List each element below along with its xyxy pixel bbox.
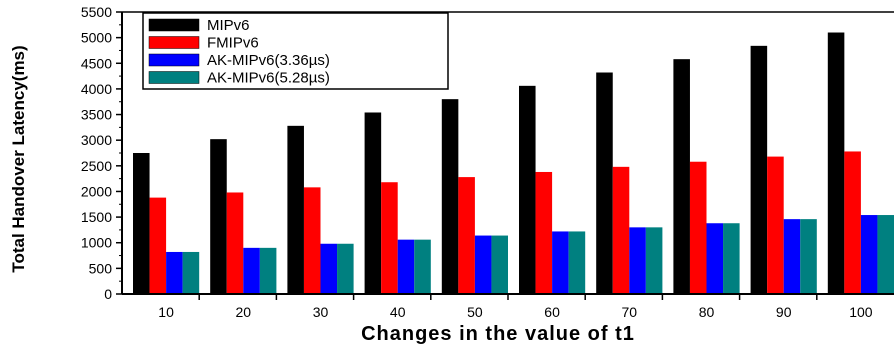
legend-label-4: AK-MIPv6(5.28µs) [207,70,330,87]
bar-3-80 [706,223,724,294]
bar-1-50 [441,99,459,294]
x-tick-label-80: 80 [699,304,715,320]
bar-3-100 [860,215,878,294]
y-tick-label-3500: 3500 [81,107,112,123]
bar-1-100 [827,32,845,294]
bar-4-30 [337,243,354,294]
y-tick-label-3000: 3000 [81,132,112,148]
bar-3-90 [783,219,801,294]
y-tick-label-500: 500 [89,260,113,276]
x-tick-label-100: 100 [849,304,873,320]
legend-label-3: AK-MIPv6(3.36µs) [207,52,330,69]
y-tick-label-4000: 4000 [81,81,112,97]
x-tick-label-60: 60 [544,304,560,320]
y-tick-label-5500: 5500 [81,4,112,20]
bar-1-20 [210,139,227,294]
bar-3-40 [397,239,415,294]
bar-1-60 [519,85,536,294]
bar-3-70 [629,227,646,294]
bar-1-40 [364,112,382,295]
x-tick-label-20: 20 [236,304,252,320]
legend-swatch-3 [148,53,200,67]
bar-2-70 [612,166,630,294]
ticks-group: 0 500 1000 1500 2000 2500 3000 3500 4000 4500 5000… [81,4,873,320]
bar-3-50 [474,235,492,294]
x-axis-title: Changes in the value of t1 [361,323,635,345]
bar-4-90 [800,219,817,294]
y-tick-label-5000: 5000 [81,30,112,46]
bar-1-10 [133,153,150,294]
bar-4-50 [491,235,508,294]
legend-label-1: MIPv6 [207,17,250,34]
x-tick-label-30: 30 [313,304,329,320]
bar-3-30 [320,243,338,294]
bar-2-100 [844,151,861,294]
y-tick-label-1500: 1500 [81,209,112,225]
y-axis-title: Total Handover Latency(ms) [9,45,28,272]
bar-3-10 [166,251,183,294]
bar-4-100 [877,215,894,294]
y-tick-label-2000: 2000 [81,183,112,199]
bar-1-90 [750,45,768,295]
bar-4-80 [723,223,740,294]
bar-1-30 [287,125,304,294]
bar-4-70 [645,227,663,294]
bar-2-60 [535,171,553,294]
bar-3-60 [552,231,569,294]
bar-2-40 [381,182,398,294]
bar-4-40 [414,239,431,294]
y-tick-label-2500: 2500 [81,158,112,174]
x-tick-label-40: 40 [390,304,406,320]
y-tick-label-1000: 1000 [81,235,112,251]
bar-2-50 [458,177,475,294]
legend-swatch-1 [148,18,200,32]
x-tick-label-50: 50 [467,304,483,320]
y-tick-label-4500: 4500 [81,55,112,71]
bar-1-70 [596,72,613,294]
bar-2-80 [689,161,707,294]
x-tick-label-70: 70 [622,304,638,320]
bar-3-20 [243,247,260,294]
legend-label-2: FMIPv6 [207,35,259,52]
legend: MIPv6FMIPv6AK-MIPv6(3.36µs)AK-MIPv6(5.28… [142,12,449,90]
bar-2-30 [303,187,321,294]
x-tick-label-10: 10 [158,304,174,320]
bar-2-10 [149,197,167,294]
bar-2-90 [767,156,784,294]
bar-2-20 [226,192,244,294]
legend-swatch-4 [148,71,200,84]
legend-swatch-2 [148,36,200,49]
y-tick-label-0: 0 [104,286,112,302]
bar-1-80 [673,59,690,294]
bar-4-20 [259,247,277,294]
bar-4-60 [568,231,586,294]
bar-4-10 [182,251,200,294]
x-tick-label-90: 90 [776,304,792,320]
bars-group [133,32,894,295]
